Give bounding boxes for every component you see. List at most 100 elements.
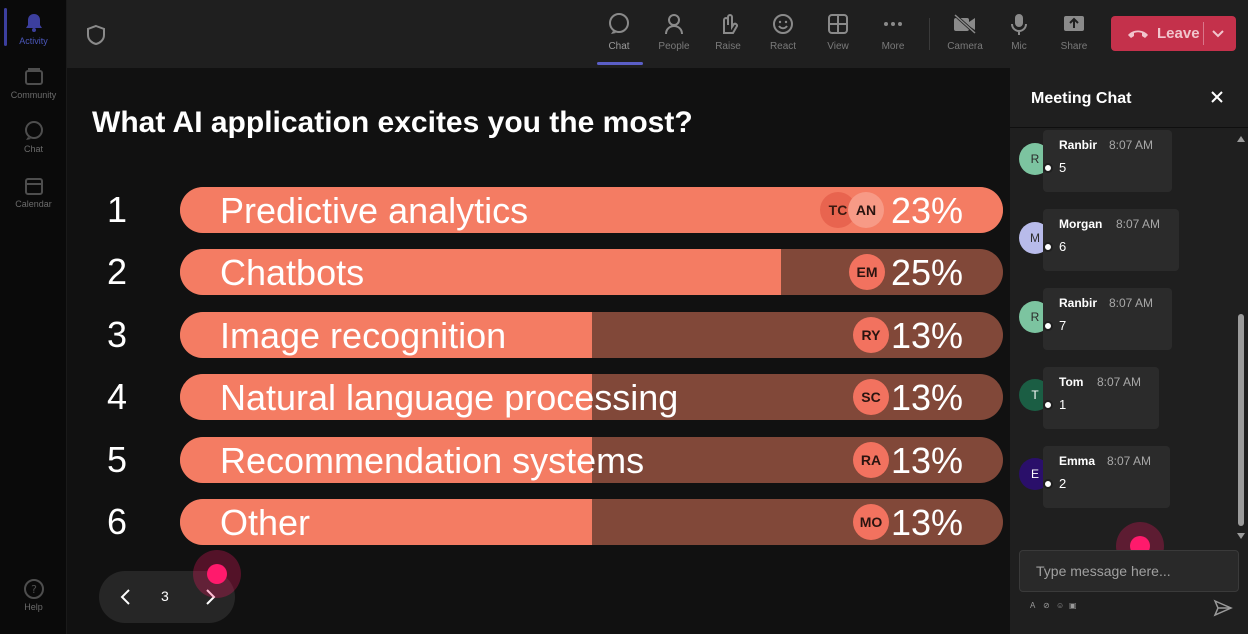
bell-icon [25, 14, 42, 32]
mic-icon [1011, 14, 1027, 35]
voter-avatar: MO [853, 504, 889, 540]
rail-label-community: Community [10, 90, 57, 100]
scroll-up-icon[interactable] [1236, 135, 1246, 143]
smile-icon [773, 14, 793, 34]
chat-icon [24, 121, 43, 140]
people-icon [665, 14, 683, 35]
leave-button[interactable]: Leave [1111, 16, 1236, 51]
scroll-down-icon[interactable] [1236, 532, 1246, 540]
emoji-icon[interactable]: ☺ [1056, 601, 1065, 610]
rail-item-community[interactable]: Community [0, 66, 67, 100]
toolbar-react-label: React [769, 41, 797, 52]
poll-result-bar[interactable]: Recommendation systems RA 13% [180, 437, 1003, 483]
rail-item-activity[interactable]: Activity [0, 12, 67, 46]
message-time: 8:07 AM [1107, 454, 1152, 468]
sender-name: Ranbir [1059, 296, 1098, 310]
presence-dot [1043, 242, 1053, 252]
toolbar-camera-button[interactable]: Camera [940, 10, 990, 60]
message-text: 2 [1059, 476, 1067, 491]
poll-option-label: Chatbots [220, 252, 365, 293]
sender-name: Morgan [1059, 217, 1103, 231]
page-number: 3 [161, 588, 169, 604]
rail-item-chat[interactable]: Chat [0, 120, 67, 154]
poll-option-percent: 25% [890, 252, 963, 293]
poll-result-bar[interactable]: Natural language processing SC 13% [180, 374, 1003, 420]
hand-icon [723, 14, 738, 34]
poll-option-row: 4 Natural language processing SC 13% [67, 374, 1010, 420]
poll-option-rank: 2 [107, 251, 128, 292]
poll-option-row: 3 Image recognition RY 13% [67, 312, 1010, 358]
toolbar-mic-label: Mic [1011, 41, 1027, 52]
toolbar-share-button[interactable]: Share [1049, 10, 1099, 60]
toolbar-divider [929, 18, 930, 50]
poll-option-row: 5 Recommendation systems RA 13% [67, 437, 1010, 483]
poll-option-rank: 1 [107, 189, 128, 230]
chat-bubble-icon [609, 13, 629, 34]
toolbar-react-button[interactable]: React [758, 10, 808, 60]
poll-result-fill [180, 374, 592, 420]
poll-option-rank: 5 [107, 439, 128, 480]
toolbar-raise-button[interactable]: Raise [703, 10, 753, 60]
close-icon[interactable] [1210, 90, 1224, 104]
message-bubble[interactable]: Emma 8:07 AM 2 [1043, 446, 1170, 508]
chat-panel-title: Meeting Chat [1031, 90, 1132, 107]
scrollbar-thumb[interactable] [1238, 314, 1244, 526]
pointer-highlight [193, 550, 241, 598]
more-icon [884, 22, 902, 26]
compose-box[interactable] [1019, 550, 1239, 592]
svg-text:?: ? [31, 583, 37, 596]
sender-name: Ranbir [1059, 138, 1098, 152]
rail-item-help[interactable]: ? Help [0, 578, 67, 612]
poll-option-label: Other [220, 502, 311, 543]
message-input[interactable] [1020, 551, 1238, 591]
app-rail: Activity Community Chat Calendar ? Help [0, 0, 67, 634]
poll-option-percent: 13% [890, 315, 963, 356]
gif-icon[interactable]: ▣ [1069, 601, 1077, 610]
toolbar-mic-button[interactable]: Mic [994, 10, 1044, 60]
format-icon[interactable]: A [1030, 601, 1036, 610]
message-bubble[interactable]: Morgan 8:07 AM 6 [1043, 209, 1179, 271]
shield-icon[interactable] [85, 24, 107, 46]
chevron-right-icon[interactable] [201, 587, 219, 607]
toolbar-chat-button[interactable]: Chat [594, 10, 644, 60]
message-text: 6 [1059, 239, 1067, 254]
meeting-toolbar: Chat People Raise React View More Camera… [67, 0, 1248, 68]
camera-off-icon [953, 13, 977, 35]
toolbar-people-button[interactable]: People [649, 10, 699, 60]
voter-avatar: EM [849, 254, 885, 290]
poll-result-bar[interactable]: Predictive analytics TC AN 23% [180, 187, 1003, 233]
toolbar-view-button[interactable]: View [813, 10, 863, 60]
rail-item-calendar[interactable]: Calendar [0, 175, 67, 209]
chevron-left-icon[interactable] [117, 587, 135, 607]
attach-icon[interactable]: ⊘ [1043, 601, 1050, 610]
poll-option-percent: 23% [890, 190, 963, 231]
poll-option-rank: 6 [107, 501, 128, 542]
leave-divider [1203, 22, 1204, 45]
poll-option-rank: 4 [107, 376, 128, 417]
presence-dot [1043, 321, 1053, 331]
poll-result-fill [180, 499, 592, 545]
message-bubble[interactable]: Ranbir 8:07 AM 5 [1043, 130, 1172, 192]
poll-result-fill [180, 249, 781, 295]
poll-result-bar[interactable]: Other MO 13% [180, 499, 1003, 545]
message-bubble[interactable]: Tom 8:07 AM 1 [1043, 367, 1159, 429]
send-icon[interactable] [1213, 599, 1233, 617]
poll-result-bar[interactable]: Chatbots EM 25% [180, 249, 1003, 295]
poll-option-row: 2 Chatbots EM 25% [67, 249, 1010, 295]
poll-result-bar[interactable]: Image recognition RY 13% [180, 312, 1003, 358]
chat-scrollbar[interactable] [1236, 130, 1246, 540]
poll-result-fill [180, 312, 592, 358]
toolbar-more-button[interactable]: More [868, 10, 918, 60]
toolbar-camera-label: Camera [947, 41, 983, 52]
presence-dot [1043, 479, 1053, 489]
rail-label-help: Help [24, 602, 43, 612]
rail-label-chat: Chat [23, 144, 43, 154]
toolbar-raise-label: Raise [715, 41, 741, 52]
presence-dot [1043, 400, 1053, 410]
voter-avatar: RA [853, 442, 889, 478]
message-bubble[interactable]: Ranbir 8:07 AM 7 [1043, 288, 1172, 350]
poll-stage: What AI application excites you the most… [67, 68, 1010, 634]
chevron-down-icon[interactable] [1211, 26, 1225, 40]
grid-icon [828, 14, 848, 34]
poll-title: What AI application excites you the most… [92, 106, 693, 139]
